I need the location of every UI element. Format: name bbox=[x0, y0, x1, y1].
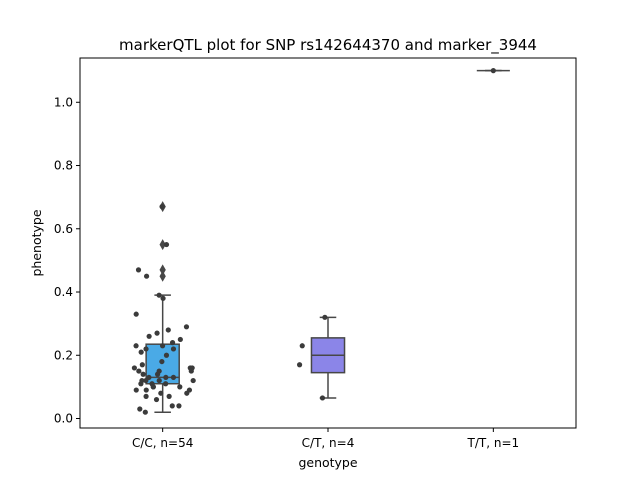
y-tick-label: 0.2 bbox=[54, 348, 73, 362]
point-c-c-n-54 bbox=[169, 403, 175, 409]
point-c-c-n-54 bbox=[158, 390, 164, 396]
point-c-c-n-54 bbox=[150, 384, 156, 390]
y-tick-label: 0.4 bbox=[54, 285, 73, 299]
point-c-t-n-4 bbox=[319, 395, 326, 401]
point-c-c-n-54 bbox=[184, 390, 190, 396]
point-c-c-n-54 bbox=[131, 365, 137, 371]
y-tick-label: 0.6 bbox=[54, 222, 73, 236]
point-c-c-n-54 bbox=[190, 377, 196, 384]
point-c-c-n-54 bbox=[160, 295, 166, 301]
y-axis-label: phenotype bbox=[29, 209, 44, 276]
x-axis-label: genotype bbox=[298, 455, 357, 470]
y-tick-label: 0.0 bbox=[54, 412, 73, 426]
x-tick-label: C/C, n=54 bbox=[132, 436, 193, 450]
point-c-c-n-54 bbox=[156, 292, 162, 298]
y-tick-label: 1.0 bbox=[54, 95, 73, 109]
point-c-c-n-54 bbox=[177, 384, 183, 390]
point-c-c-n-54 bbox=[159, 358, 165, 365]
point-c-c-n-54 bbox=[159, 343, 166, 349]
point-c-c-n-54 bbox=[135, 267, 142, 273]
point-c-c-n-54 bbox=[165, 327, 171, 333]
point-c-c-n-54 bbox=[143, 273, 150, 279]
point-c-c-n-54 bbox=[133, 387, 139, 393]
point-c-c-n-54 bbox=[159, 204, 165, 210]
point-c-c-n-54 bbox=[143, 387, 149, 393]
point-c-c-n-54 bbox=[169, 340, 176, 346]
box-c-c-n-54-outlier bbox=[159, 264, 166, 276]
point-c-c-n-54 bbox=[143, 393, 149, 399]
point-c-t-n-4 bbox=[322, 314, 328, 320]
point-c-c-n-54 bbox=[163, 374, 169, 381]
point-c-c-n-54 bbox=[133, 311, 139, 317]
point-c-c-n-54 bbox=[188, 368, 194, 374]
point-c-c-n-54 bbox=[138, 381, 144, 387]
x-axis: C/C, n=54 C/T, n=4 T/T, n=1 bbox=[132, 428, 519, 450]
box-c-c-n-54-outlier bbox=[159, 270, 166, 282]
point-c-c-n-54 bbox=[136, 368, 142, 374]
point-c-c-n-54 bbox=[170, 374, 177, 381]
box-c-c-n-54-outlier bbox=[159, 239, 166, 251]
point-c-c-n-54 bbox=[170, 346, 177, 352]
point-c-c-n-54 bbox=[143, 377, 149, 384]
point-c-c-n-54 bbox=[137, 406, 143, 412]
point-c-c-n-54 bbox=[133, 343, 139, 349]
point-c-c-n-54 bbox=[156, 377, 162, 384]
point-t-t-n-1 bbox=[490, 68, 496, 74]
points-layer bbox=[131, 68, 496, 415]
x-tick-label: T/T, n=1 bbox=[467, 436, 520, 450]
y-tick-label: 0.8 bbox=[54, 159, 73, 173]
y-axis: 0.0 0.2 0.4 0.6 0.8 1.0 bbox=[54, 95, 80, 426]
point-c-c-n-54 bbox=[176, 403, 182, 409]
point-c-c-n-54 bbox=[183, 324, 190, 330]
point-c-c-n-54 bbox=[166, 393, 172, 399]
point-c-c-n-54 bbox=[163, 381, 169, 387]
point-c-t-n-4 bbox=[296, 362, 303, 368]
point-c-c-n-54 bbox=[177, 336, 183, 343]
point-c-c-n-54 bbox=[163, 241, 170, 248]
point-c-c-n-54 bbox=[140, 371, 146, 377]
x-tick-label: C/T, n=4 bbox=[302, 436, 355, 450]
point-c-c-n-54 bbox=[153, 396, 160, 403]
boxes-layer bbox=[145, 69, 510, 413]
point-c-c-n-54 bbox=[154, 330, 160, 336]
point-c-c-n-54 bbox=[143, 346, 149, 352]
point-c-c-n-54 bbox=[142, 409, 148, 415]
point-c-t-n-4 bbox=[299, 343, 305, 349]
point-c-c-n-54 bbox=[154, 371, 161, 377]
chart-title: markerQTL plot for SNP rs142644370 and m… bbox=[119, 36, 537, 55]
point-c-c-n-54 bbox=[138, 349, 144, 355]
point-c-c-n-54 bbox=[139, 362, 145, 368]
point-c-c-n-54 bbox=[146, 333, 152, 339]
point-c-c-n-54 bbox=[163, 352, 170, 358]
